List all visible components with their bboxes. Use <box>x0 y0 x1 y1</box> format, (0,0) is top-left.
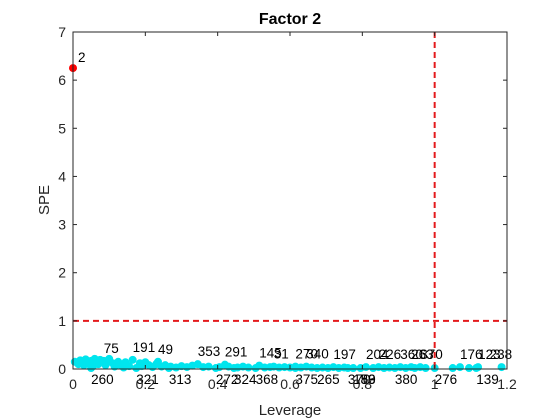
point-label: 291 <box>225 345 248 360</box>
point-label: 145 <box>259 346 282 361</box>
y-tick-label: 1 <box>58 313 66 329</box>
x-axis-label: Leverage <box>259 402 322 419</box>
y-tick-label: 2 <box>58 265 66 281</box>
plot-area <box>73 32 507 369</box>
data-point <box>291 364 300 373</box>
point-label: 360 <box>400 347 423 362</box>
point-label: 226 <box>379 347 402 362</box>
point-label: 265 <box>317 372 340 387</box>
point-label: 380 <box>395 372 418 387</box>
point-label: 83 <box>361 372 376 387</box>
point-label: 313 <box>169 372 192 387</box>
y-tick-label: 0 <box>58 361 66 377</box>
data-point <box>255 361 264 370</box>
x-tick-label: 0.4 <box>208 376 228 392</box>
data-point <box>448 364 457 373</box>
point-label: 176 <box>460 347 483 362</box>
point-label: 139 <box>476 372 499 387</box>
y-tick-label: 7 <box>58 24 66 40</box>
point-label: 238 <box>490 347 513 362</box>
y-tick-label: 5 <box>58 120 66 136</box>
data-point <box>244 363 253 372</box>
data-point <box>497 363 506 372</box>
point-label: 368 <box>256 372 279 387</box>
data-point <box>329 363 338 372</box>
point-label: 270 <box>295 347 318 362</box>
data-point <box>349 364 358 373</box>
x-tick-label: 1 <box>431 376 439 392</box>
y-tick-label: 3 <box>58 217 66 233</box>
point-label: 123 <box>478 347 501 362</box>
point-label: 260 <box>91 372 114 387</box>
point-label: 276 <box>435 372 458 387</box>
point-label: 370 <box>420 347 443 362</box>
x-axis: 0 0.2 0.4 0.6 0.8 1 1.2 <box>69 32 517 392</box>
point-label: 272 <box>216 372 239 387</box>
data-point <box>455 363 464 372</box>
data-point <box>374 363 383 372</box>
data-point <box>99 356 108 365</box>
point-label: 324 <box>234 372 257 387</box>
data-point <box>128 355 137 364</box>
data-point <box>164 364 173 373</box>
data-point <box>229 364 238 373</box>
outlier-label: 2 <box>78 50 86 65</box>
data-point <box>132 364 141 373</box>
data-point <box>211 364 220 373</box>
point-label: 263 <box>411 347 434 362</box>
point-label: 321 <box>136 372 159 387</box>
data-point <box>396 363 405 372</box>
data-point <box>361 363 370 372</box>
point-label: 31 <box>274 347 289 362</box>
data-point <box>220 360 229 369</box>
point-label: 340 <box>306 347 329 362</box>
x-tick-label: 1.2 <box>497 376 517 392</box>
point-label: 191 <box>133 340 156 355</box>
data-point <box>416 363 425 372</box>
data-point <box>474 363 483 372</box>
x-tick-label: 0 <box>69 376 77 392</box>
point-label: 353 <box>198 344 221 359</box>
y-tick-label: 6 <box>58 72 66 88</box>
data-point <box>313 364 322 373</box>
point-label: 75 <box>104 341 119 356</box>
y-axis-label: SPE <box>36 185 53 215</box>
chart-title: Factor 2 <box>259 11 321 28</box>
data-point <box>153 357 162 366</box>
point-label: 370 <box>348 372 371 387</box>
x-tick-label: 0.8 <box>353 376 373 392</box>
data-point <box>465 364 474 373</box>
x-tick-label: 0.6 <box>280 376 300 392</box>
point-label: 204 <box>366 347 389 362</box>
data-point <box>193 360 202 369</box>
y-tick-label: 4 <box>58 168 66 184</box>
threshold-lines <box>73 32 507 369</box>
x-tick-label: 0.2 <box>136 376 156 392</box>
data-point <box>87 364 96 373</box>
point-label: 159 <box>353 372 376 387</box>
data-point <box>407 363 416 372</box>
data-point <box>125 362 134 371</box>
point-label: 375 <box>295 372 318 387</box>
point-label: 197 <box>333 347 356 362</box>
point-label: 49 <box>158 342 173 357</box>
